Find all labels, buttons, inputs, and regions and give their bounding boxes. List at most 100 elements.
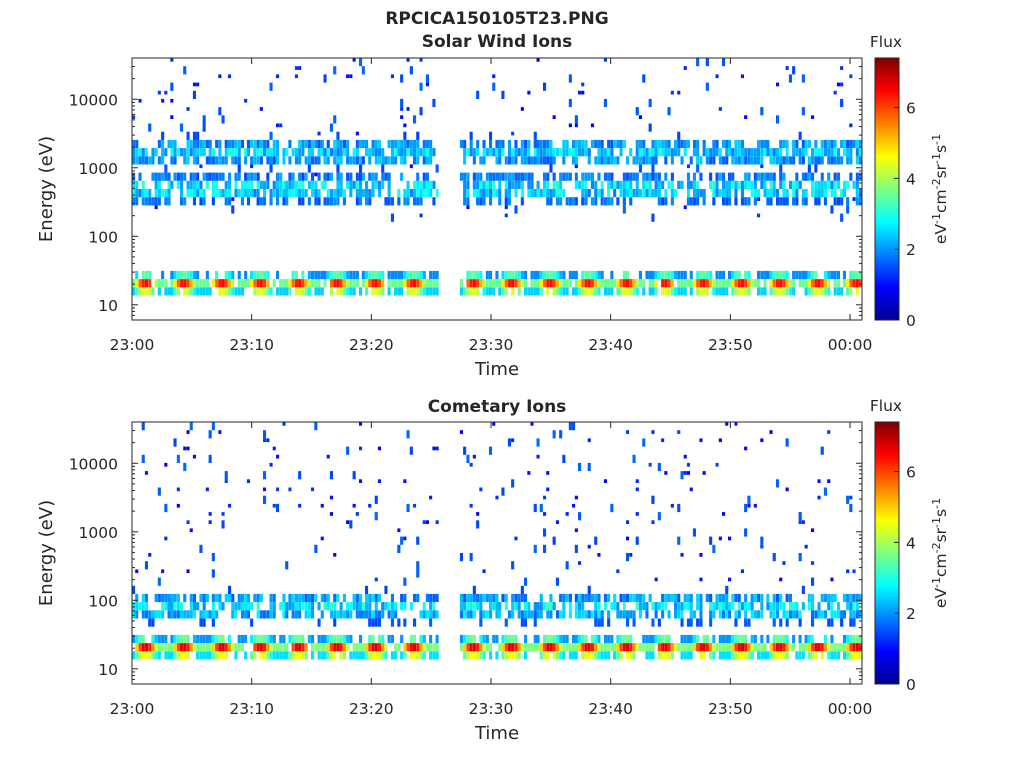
y-tick-label: 10 bbox=[98, 297, 118, 315]
flux-cell bbox=[250, 139, 254, 149]
flux-cell bbox=[333, 610, 337, 619]
flux-cell bbox=[852, 643, 856, 652]
flux-cell bbox=[132, 197, 136, 206]
flux-cell bbox=[677, 643, 681, 652]
x-axis: 23:00 23:10 23:20 23:30 23:40 23:50 00:00 bbox=[110, 58, 872, 354]
flux-cell bbox=[785, 197, 789, 206]
flux-cell bbox=[750, 651, 754, 660]
flux-cell bbox=[549, 643, 553, 652]
flux-cell bbox=[683, 139, 687, 149]
flux-cell bbox=[215, 643, 219, 652]
flux-cell bbox=[425, 172, 429, 181]
flux-cell bbox=[157, 634, 161, 644]
flux-cell bbox=[196, 82, 200, 87]
flux-cell bbox=[543, 602, 547, 611]
flux-cell bbox=[298, 503, 302, 508]
flux-cell bbox=[419, 610, 423, 619]
flux-cell bbox=[320, 287, 324, 296]
flux-cell bbox=[466, 454, 470, 463]
flux-cell bbox=[817, 156, 821, 165]
flux-cell bbox=[785, 618, 789, 627]
flux-cell bbox=[709, 156, 713, 165]
flux-cell bbox=[224, 139, 228, 149]
flux-cell bbox=[400, 148, 404, 157]
flux-cell bbox=[520, 279, 524, 288]
flux-cell bbox=[368, 651, 372, 660]
flux-cell bbox=[425, 643, 429, 652]
flux-cell bbox=[234, 148, 238, 157]
flux-cell bbox=[709, 172, 713, 181]
flux-cell bbox=[638, 139, 642, 149]
flux-cell bbox=[667, 107, 671, 116]
flux-cell bbox=[642, 634, 646, 644]
flux-cell bbox=[208, 520, 212, 524]
flux-cell bbox=[664, 139, 668, 149]
flux-cell bbox=[349, 651, 353, 660]
flux-cell bbox=[549, 602, 553, 611]
flux-cell bbox=[329, 172, 333, 181]
flux-cell bbox=[750, 156, 754, 165]
flux-cell bbox=[492, 172, 496, 181]
flux-cell bbox=[323, 197, 327, 206]
flux-cell bbox=[520, 270, 524, 280]
flux-cell bbox=[677, 602, 681, 611]
flux-cell bbox=[189, 148, 193, 157]
flux-cell bbox=[432, 287, 436, 296]
flux-cell bbox=[161, 148, 165, 157]
flux-cell bbox=[186, 148, 190, 157]
flux-cell bbox=[514, 139, 518, 149]
flux-cell bbox=[661, 139, 665, 149]
flux-cell bbox=[517, 270, 521, 280]
flux-cell bbox=[578, 512, 582, 521]
flux-cell bbox=[259, 156, 263, 165]
flux-cell bbox=[587, 544, 591, 549]
flux-cell bbox=[833, 593, 837, 603]
flux-cell bbox=[763, 139, 767, 149]
flux-cell bbox=[776, 610, 780, 619]
flux-cell bbox=[400, 107, 404, 111]
flux-cell bbox=[626, 270, 630, 280]
flux-cell bbox=[610, 270, 614, 280]
flux-cell bbox=[696, 156, 700, 165]
flux-cell bbox=[479, 279, 483, 288]
flux-cell bbox=[244, 634, 248, 644]
flux-cell bbox=[814, 643, 818, 652]
flux-cell bbox=[246, 593, 250, 603]
flux-cell bbox=[422, 634, 426, 644]
flux-cell bbox=[619, 634, 623, 644]
flux-cell bbox=[645, 156, 649, 165]
flux-cell bbox=[221, 520, 225, 529]
flux-cell bbox=[581, 593, 585, 603]
flux-cell bbox=[836, 651, 840, 660]
flux-cell bbox=[342, 651, 346, 660]
flux-cell bbox=[173, 593, 177, 603]
flux-cell bbox=[667, 139, 671, 149]
flux-cell bbox=[294, 156, 298, 165]
flux-cell bbox=[435, 270, 439, 280]
flux-cell bbox=[766, 634, 770, 644]
flux-cell bbox=[482, 197, 486, 206]
flux-cell bbox=[798, 131, 802, 140]
flux-cell bbox=[317, 602, 321, 611]
flux-cell bbox=[323, 602, 327, 611]
flux-cell bbox=[782, 643, 786, 652]
flux-cell bbox=[559, 197, 563, 206]
flux-cell bbox=[654, 172, 658, 181]
flux-cell bbox=[240, 634, 244, 644]
flux-cell bbox=[817, 287, 821, 296]
flux-cell bbox=[664, 270, 668, 280]
flux-cell bbox=[543, 643, 547, 652]
flux-cell bbox=[384, 643, 388, 652]
flux-cell bbox=[734, 139, 738, 149]
x-axis-label: Time bbox=[474, 723, 519, 744]
flux-cell bbox=[817, 495, 821, 500]
flux-cell bbox=[400, 593, 404, 603]
flux-cell bbox=[374, 602, 378, 611]
flux-cell bbox=[846, 148, 850, 157]
flux-cell bbox=[173, 287, 177, 296]
flux-cell bbox=[807, 139, 811, 149]
flux-cell bbox=[696, 197, 700, 206]
flux-cell bbox=[610, 156, 614, 165]
flux-cell bbox=[435, 189, 439, 198]
flux-cell bbox=[699, 643, 703, 652]
